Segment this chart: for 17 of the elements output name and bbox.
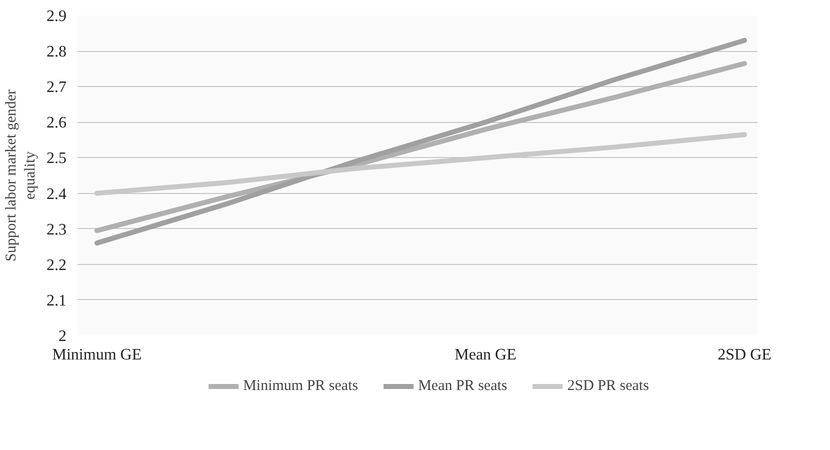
y-tick-label: 2 <box>58 328 66 345</box>
y-tick-label: 2.8 <box>46 44 66 61</box>
legend-label: Mean PR seats <box>418 378 508 394</box>
y-tick-label: 2.4 <box>46 186 66 203</box>
legend-label: 2SD PR seats <box>567 378 649 394</box>
y-tick-label: 2.7 <box>46 79 66 96</box>
x-tick-label: 2SD GE <box>718 346 772 364</box>
y-tick-label: 2.6 <box>46 114 66 132</box>
y-axis-title: Support labor market gender equality <box>3 89 38 262</box>
x-tick-label: Mean GE <box>454 346 516 364</box>
x-tick-label: Minimum GE <box>52 346 142 364</box>
y-tick-label: 2.3 <box>46 221 66 238</box>
y-tick-label: 2.5 <box>46 150 66 168</box>
y-tick-label: 2.1 <box>46 292 66 310</box>
y-tick-label: 2.2 <box>46 256 66 274</box>
y-tick-label: 2.9 <box>46 8 66 25</box>
legend-label: Minimum PR seats <box>243 378 358 394</box>
